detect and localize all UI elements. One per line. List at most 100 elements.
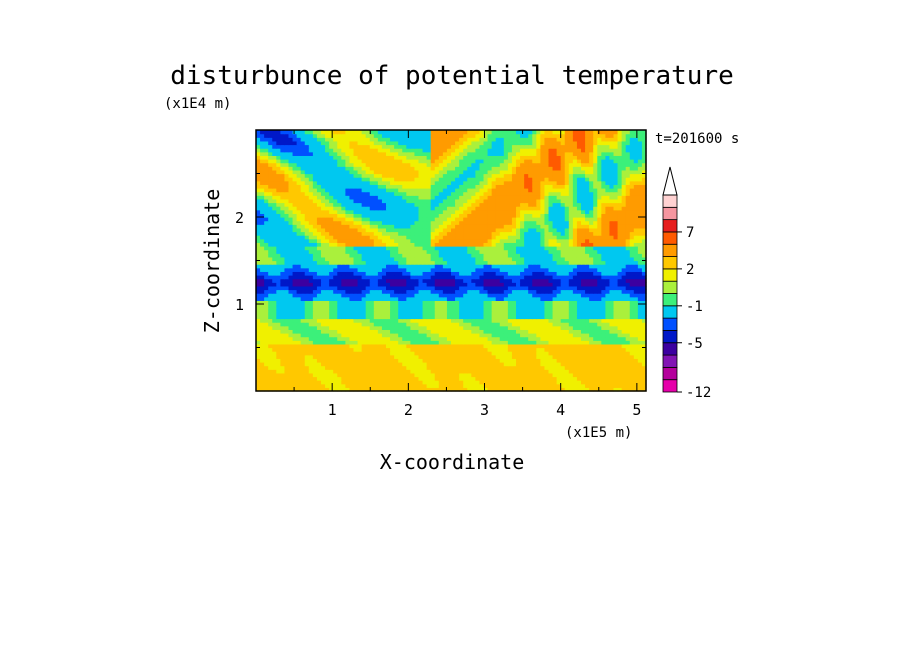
contour-cell xyxy=(288,202,294,207)
contour-cell xyxy=(556,336,562,341)
contour-cell xyxy=(524,249,529,254)
contour-cell xyxy=(349,242,355,247)
contour-cell xyxy=(365,314,371,320)
contour-cell xyxy=(414,231,420,236)
contour-cell xyxy=(446,322,452,327)
contour-cell xyxy=(483,271,489,276)
contour-cell xyxy=(353,314,359,320)
contour-cell xyxy=(312,300,318,305)
contour-cell xyxy=(528,300,533,305)
contour-cell xyxy=(560,376,566,381)
contour-cell xyxy=(434,311,440,316)
contour-cell xyxy=(605,275,611,280)
contour-cell xyxy=(264,383,269,388)
contour-cell xyxy=(479,227,485,233)
contour-cell xyxy=(467,282,472,287)
contour-cell xyxy=(418,238,424,243)
contour-cell xyxy=(353,325,359,330)
contour-cell xyxy=(402,289,407,294)
contour-cell xyxy=(292,206,298,211)
contour-cell xyxy=(475,325,481,330)
contour-cell xyxy=(540,253,546,258)
contour-cell xyxy=(312,202,318,207)
contour-cell xyxy=(260,340,265,345)
contour-cell xyxy=(260,365,265,370)
contour-cell xyxy=(479,358,485,363)
contour-cell xyxy=(272,358,277,363)
contour-cell xyxy=(369,217,375,222)
contour-cell xyxy=(621,242,627,247)
contour-cell xyxy=(422,380,428,385)
contour-cell xyxy=(308,227,314,233)
contour-cell xyxy=(605,202,611,207)
contour-cell xyxy=(511,238,517,243)
contour-cell xyxy=(495,206,501,211)
contour-cell xyxy=(479,217,485,222)
contour-cell xyxy=(365,260,371,265)
contour-cell xyxy=(438,325,444,330)
contour-cell xyxy=(572,253,578,258)
contour-cell xyxy=(536,343,541,349)
contour-cell xyxy=(276,307,281,312)
contour-cell xyxy=(442,372,448,378)
contour-cell xyxy=(459,217,464,222)
contour-cell xyxy=(585,322,590,327)
contour-cell xyxy=(373,202,379,207)
contour-cell xyxy=(345,325,351,330)
contour-cell xyxy=(353,206,359,211)
contour-cell xyxy=(576,329,582,334)
contour-cell xyxy=(483,369,489,374)
contour-cell xyxy=(463,351,468,356)
contour-cell xyxy=(516,206,521,211)
contour-cell xyxy=(540,376,546,381)
contour-cell xyxy=(272,267,277,272)
contour-cell xyxy=(564,322,570,327)
contour-cell xyxy=(455,369,460,374)
contour-cell xyxy=(597,256,602,262)
contour-cell xyxy=(581,314,586,320)
contour-cell xyxy=(308,267,314,272)
contour-cell xyxy=(353,289,359,294)
contour-cell xyxy=(329,202,334,207)
contour-cell xyxy=(471,264,476,269)
contour-cell xyxy=(308,217,314,222)
contour-cell xyxy=(316,220,322,225)
contour-cell xyxy=(288,340,294,345)
contour-cell xyxy=(434,340,440,345)
contour-cell xyxy=(296,293,302,298)
contour-cell xyxy=(268,224,273,229)
contour-cell xyxy=(625,271,631,276)
contour-cell xyxy=(471,278,476,283)
contour-cell xyxy=(406,235,411,240)
contour-cell xyxy=(491,242,497,247)
contour-cell xyxy=(349,285,355,291)
contour-cell xyxy=(641,227,647,233)
contour-cell xyxy=(463,249,468,254)
contour-cell xyxy=(357,380,363,385)
contour-cell xyxy=(572,271,578,276)
contour-cell xyxy=(272,242,277,247)
contour-cell xyxy=(394,380,399,385)
contour-cell xyxy=(260,300,265,305)
contour-cell xyxy=(381,242,387,247)
contour-cell xyxy=(593,347,598,352)
contour-cell xyxy=(503,351,509,356)
contour-cell xyxy=(341,235,346,240)
contour-cell xyxy=(536,278,541,283)
contour-cell xyxy=(442,238,448,243)
contour-cell xyxy=(288,282,294,287)
contour-cell xyxy=(495,249,501,254)
contour-cell xyxy=(446,217,452,222)
contour-cell xyxy=(585,304,590,309)
contour-cell xyxy=(402,249,407,254)
contour-cell xyxy=(511,289,517,294)
contour-cell xyxy=(601,387,606,392)
contour-cell xyxy=(471,333,476,338)
contour-cell xyxy=(536,206,541,211)
contour-cell xyxy=(544,376,550,381)
contour-cell xyxy=(524,246,529,251)
contour-cell xyxy=(499,235,505,240)
contour-cell xyxy=(284,235,290,240)
contour-cell xyxy=(276,231,281,236)
contour-cell xyxy=(576,372,582,378)
